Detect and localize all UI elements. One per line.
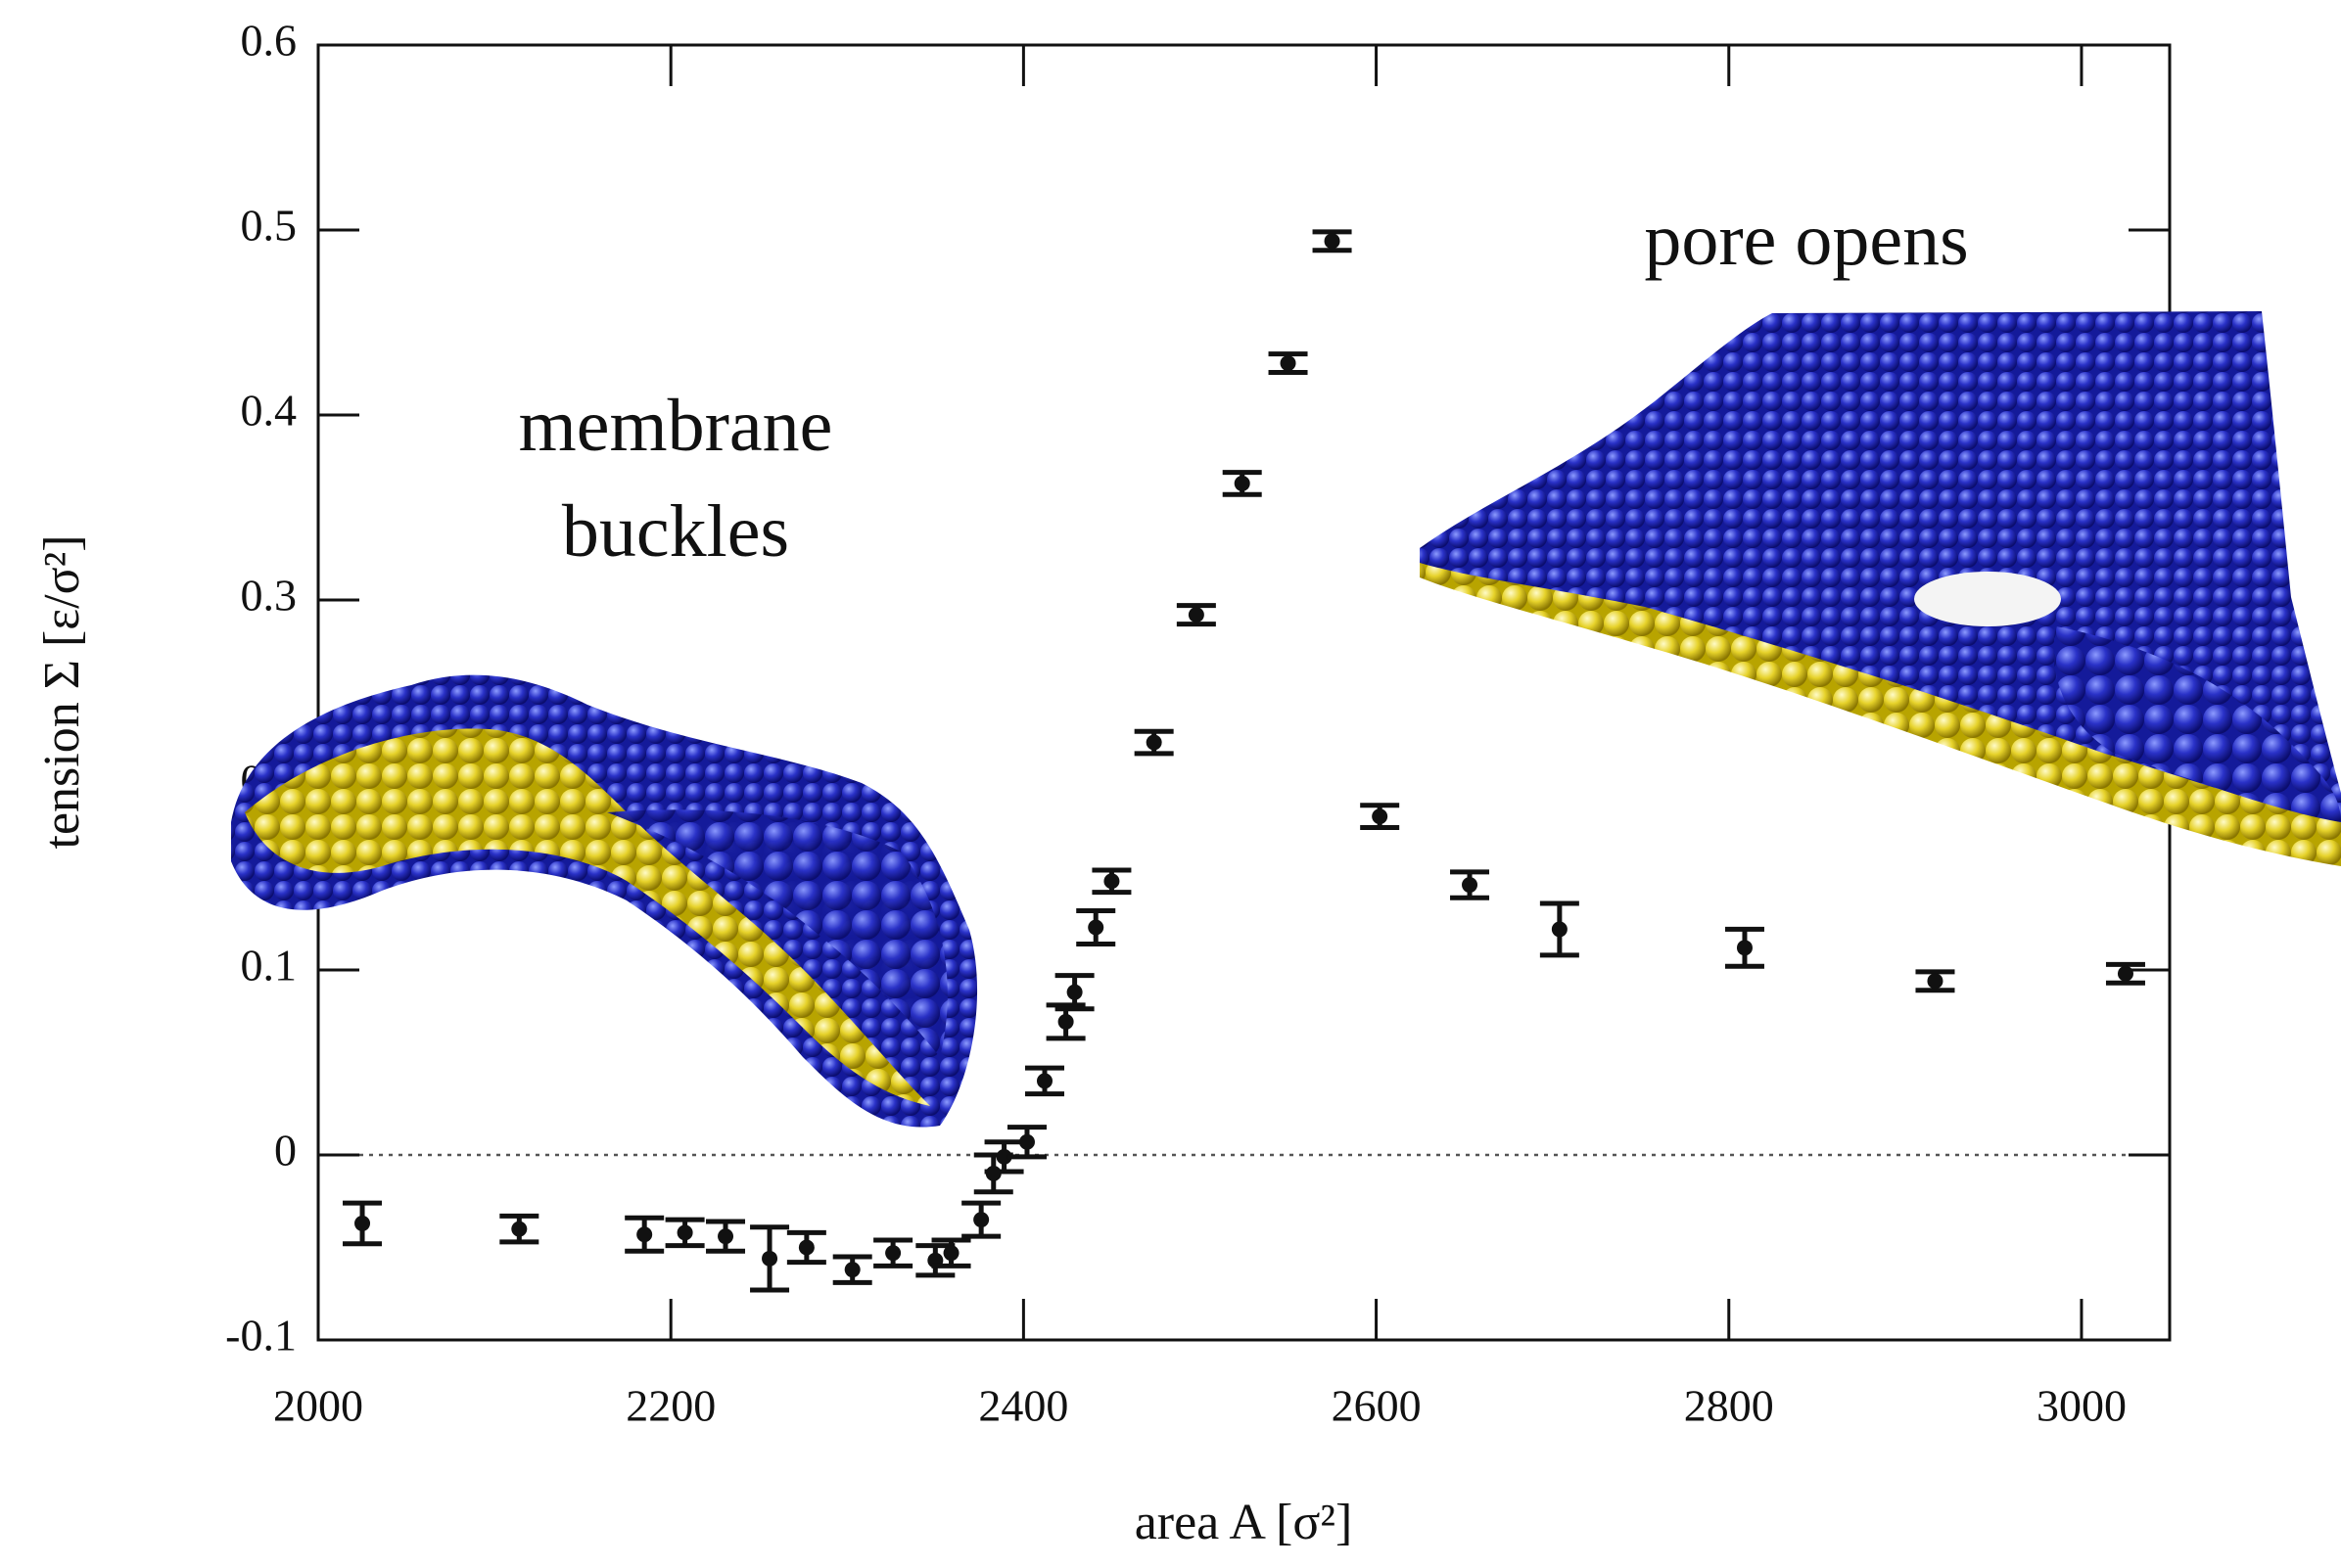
annotation: membrane bbox=[519, 385, 833, 467]
data-point bbox=[996, 1148, 1012, 1165]
data-point bbox=[718, 1228, 734, 1245]
y-tick-label: 0.3 bbox=[241, 571, 298, 621]
data-point bbox=[1018, 1133, 1035, 1150]
annotation: pore opens bbox=[1644, 199, 1968, 281]
annotations: membrane buckles pore opens bbox=[519, 199, 1969, 573]
data-point bbox=[943, 1245, 960, 1262]
x-tick-label: 2800 bbox=[1684, 1381, 1774, 1431]
x-tick-label: 2400 bbox=[978, 1381, 1068, 1431]
data-point bbox=[1066, 984, 1083, 1000]
y-tick-label: 0.6 bbox=[241, 16, 298, 66]
y-tick-label: -0.1 bbox=[225, 1311, 297, 1360]
data-point bbox=[354, 1215, 371, 1231]
data-point bbox=[1372, 808, 1388, 825]
data-point bbox=[511, 1221, 528, 1237]
annotation: buckles bbox=[562, 490, 789, 573]
data-point bbox=[1927, 973, 1943, 990]
y-tick-label: 0 bbox=[274, 1126, 297, 1176]
data-point bbox=[762, 1250, 778, 1267]
data-point bbox=[1036, 1073, 1053, 1089]
data-point bbox=[1736, 940, 1753, 956]
data-point bbox=[1188, 607, 1204, 623]
data-point bbox=[1103, 873, 1120, 890]
x-tick-label: 2600 bbox=[1332, 1381, 1422, 1431]
x-tick-label: 2000 bbox=[273, 1381, 363, 1431]
data-point bbox=[677, 1224, 693, 1241]
ticks: -0.100.10.20.30.40.50.620002200240026002… bbox=[225, 16, 2170, 1431]
data-point bbox=[1280, 355, 1296, 372]
data-point bbox=[798, 1239, 815, 1256]
data-point bbox=[973, 1212, 990, 1228]
y-axis-label: tension Σ [ε/σ²] bbox=[34, 534, 90, 849]
data-point bbox=[1057, 1013, 1074, 1030]
y-tick-label: 0.4 bbox=[241, 386, 298, 436]
data-point bbox=[1146, 734, 1162, 751]
data-point bbox=[885, 1245, 902, 1262]
data-point bbox=[844, 1262, 861, 1278]
membrane-buckled-image bbox=[231, 674, 978, 1128]
x-tick-label: 2200 bbox=[626, 1381, 716, 1431]
data-point bbox=[1234, 475, 1250, 491]
data-point bbox=[636, 1226, 653, 1243]
data-point bbox=[1324, 233, 1340, 250]
x-axis-label: area A [σ²] bbox=[1135, 1495, 1353, 1550]
y-tick-label: 0.5 bbox=[241, 201, 298, 251]
membrane-pore-image bbox=[1420, 311, 2341, 866]
data-marks bbox=[343, 229, 2145, 1293]
data-point bbox=[1462, 877, 1478, 894]
y-tick-label: 0.1 bbox=[241, 941, 298, 991]
data-point bbox=[1088, 919, 1104, 936]
data-point bbox=[2117, 965, 2133, 982]
x-tick-label: 3000 bbox=[2037, 1381, 2127, 1431]
data-point bbox=[1551, 921, 1568, 938]
